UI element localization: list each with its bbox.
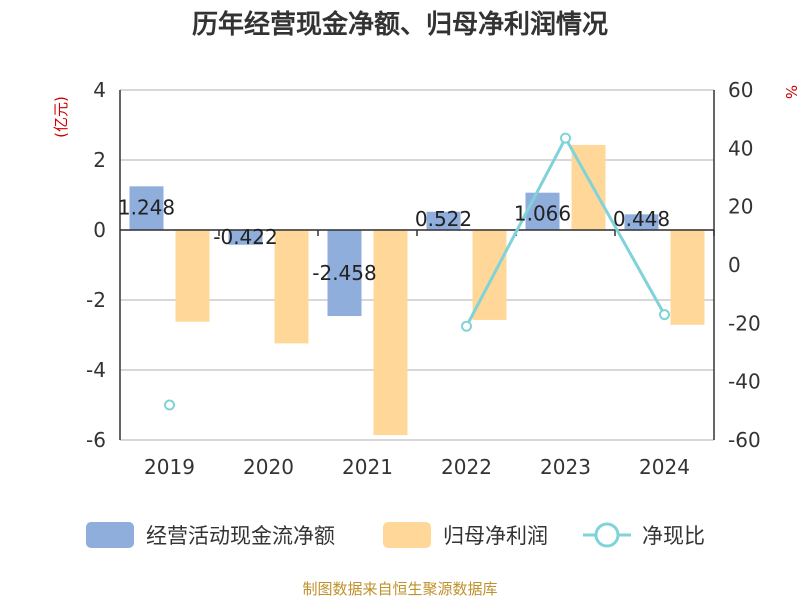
chart-title: 历年经营现金净额、归母净利润情况 bbox=[192, 9, 608, 40]
bar-cash-2024 bbox=[624, 214, 659, 230]
bar-cash-2023 bbox=[525, 192, 560, 230]
x-axis-ticks: 2019 2020 2021 2022 2023 2024 bbox=[144, 455, 690, 479]
x-tick-2023: 2023 bbox=[540, 455, 591, 479]
right-tick-2: 20 bbox=[728, 195, 753, 219]
right-tick-3: 0 bbox=[728, 253, 741, 277]
legend-label-ratio: 净现比 bbox=[642, 524, 705, 548]
series-profit-bars bbox=[175, 144, 705, 436]
right-axis-unit: % bbox=[782, 85, 800, 99]
bar-profit-2019 bbox=[175, 230, 210, 322]
legend-label-cash: 经营活动现金流净额 bbox=[146, 524, 335, 548]
legend-swatch-cash bbox=[86, 522, 134, 548]
bar-profit-2021 bbox=[373, 230, 408, 436]
ratio-point-2024 bbox=[659, 309, 670, 321]
ratio-point-2022 bbox=[461, 320, 472, 332]
ratio-point-2019 bbox=[164, 399, 175, 411]
bar-cash-2019 bbox=[129, 186, 164, 230]
right-tick-4: -20 bbox=[728, 311, 761, 335]
legend-label-profit: 归母净利润 bbox=[443, 524, 548, 548]
bar-cash-2022 bbox=[426, 211, 461, 230]
left-tick-2: 0 bbox=[93, 218, 106, 242]
right-tick-6: -60 bbox=[728, 428, 761, 452]
left-tick-4: -4 bbox=[86, 358, 106, 382]
right-axis-ticks: 60 40 20 0 -20 -40 -60 bbox=[728, 78, 761, 452]
data-label-cash-2021: -2.458 bbox=[312, 261, 376, 285]
right-tick-1: 40 bbox=[728, 136, 753, 160]
left-tick-3: -2 bbox=[86, 288, 106, 312]
left-tick-1: 2 bbox=[93, 148, 106, 172]
right-tick-0: 60 bbox=[728, 78, 753, 102]
ratio-point-2023 bbox=[560, 132, 571, 144]
legend-swatch-profit bbox=[383, 522, 431, 548]
left-axis-ticks: 4 2 0 -2 -4 -6 bbox=[86, 78, 106, 452]
right-tick-5: -40 bbox=[728, 370, 761, 394]
source-note: 制图数据来自恒生聚源数据库 bbox=[302, 580, 497, 598]
legend-swatch-ratio-marker bbox=[594, 522, 620, 548]
x-tick-2019: 2019 bbox=[144, 455, 195, 479]
series-cash-bars bbox=[129, 186, 659, 317]
x-tick-2021: 2021 bbox=[342, 455, 393, 479]
axes bbox=[119, 90, 715, 440]
data-label-cash-2019: 1.248 bbox=[118, 195, 175, 219]
data-label-cash-2023: 1.066 bbox=[514, 202, 571, 226]
series-ratio-line bbox=[164, 132, 670, 411]
x-tick-2020: 2020 bbox=[243, 455, 294, 479]
bar-cash-2020 bbox=[228, 230, 263, 245]
data-label-cash-2020: -0.422 bbox=[213, 225, 277, 249]
left-tick-5: -6 bbox=[86, 428, 106, 452]
left-axis-unit: (亿元) bbox=[52, 96, 70, 138]
x-tick-2022: 2022 bbox=[441, 455, 492, 479]
data-label-cash-2024: 0.448 bbox=[613, 207, 670, 231]
bar-cash-2021 bbox=[327, 230, 362, 317]
left-tick-0: 4 bbox=[93, 78, 106, 102]
legend: 经营活动现金流净额 归母净利润 净现比 bbox=[86, 522, 705, 548]
data-labels: 1.248 -0.422 -2.458 0.522 1.066 0.448 bbox=[118, 195, 670, 285]
bar-profit-2020 bbox=[274, 230, 309, 344]
data-label-cash-2022: 0.522 bbox=[415, 207, 472, 231]
bar-profit-2024 bbox=[670, 230, 705, 325]
x-tick-2024: 2024 bbox=[639, 455, 690, 479]
